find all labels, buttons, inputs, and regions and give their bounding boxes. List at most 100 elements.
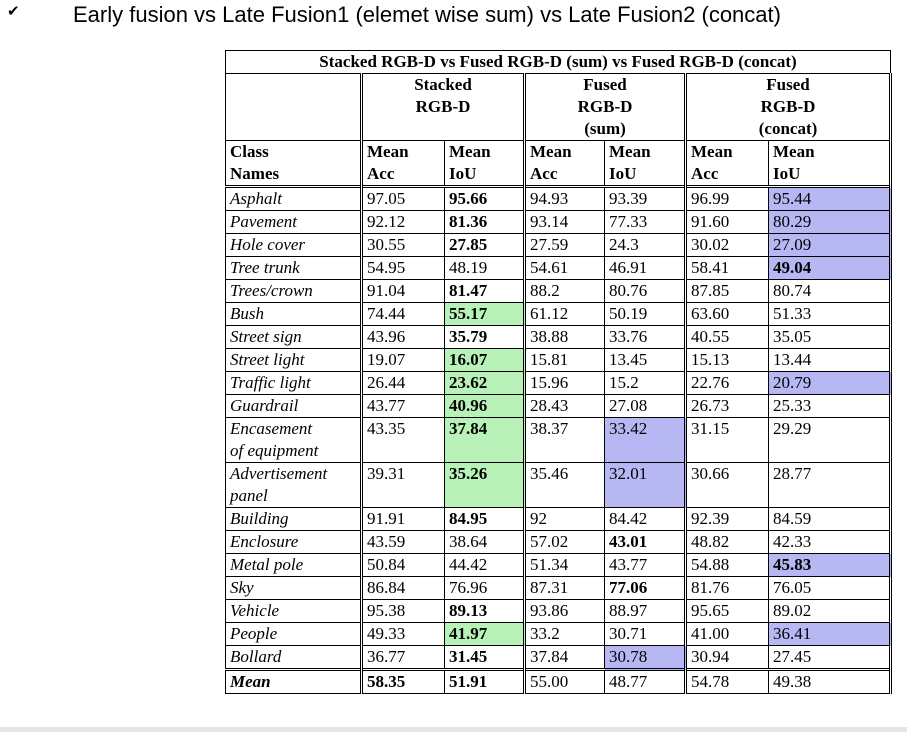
value-cell: 74.44 <box>361 302 445 326</box>
table-row: Advertisement panel 39.31 35.26 35.46 32.01 30… <box>225 462 893 508</box>
value-cell: 48.19 <box>444 256 526 280</box>
value-cell: 95.66 <box>444 185 526 211</box>
metric-header: Mean IoU <box>768 140 893 187</box>
value-cell: 43.35 <box>361 417 445 463</box>
value-cell: 81.47 <box>444 279 526 303</box>
value-cell: 33.2 <box>524 622 605 646</box>
value-cell: 81.36 <box>444 210 526 234</box>
mean-value-cell: 51.91 <box>444 668 526 694</box>
value-cell: 30.71 <box>604 622 687 646</box>
value-cell: 57.02 <box>524 530 605 554</box>
mean-value-cell: 55.00 <box>524 668 605 694</box>
value-cell: 43.77 <box>361 394 445 418</box>
table-caption: Stacked RGB-D vs Fused RGB-D (sum) vs Fu… <box>224 50 892 74</box>
checkmark-icon: ✔ <box>7 2 20 20</box>
value-cell: 84.59 <box>768 507 893 531</box>
value-cell: 16.07 <box>444 348 526 372</box>
class-name-cell: Street light <box>225 348 363 372</box>
value-cell: 49.33 <box>361 622 445 646</box>
value-cell: 54.61 <box>524 256 605 280</box>
table-row: Metal pole 50.84 44.42 51.34 43.77 54.88 45.83 <box>225 553 893 577</box>
value-cell: 15.13 <box>685 348 769 372</box>
value-cell: 92.39 <box>685 507 769 531</box>
value-cell: 80.29 <box>768 210 893 234</box>
value-cell: 38.88 <box>524 325 605 349</box>
value-cell: 26.44 <box>361 371 445 395</box>
value-cell: 95.44 <box>768 185 893 211</box>
metric-header: Mean IoU <box>604 140 687 187</box>
metric-header: Mean IoU <box>444 140 526 187</box>
value-cell: 84.95 <box>444 507 526 531</box>
class-name-cell: Advertisement panel <box>225 462 363 508</box>
value-cell: 86.84 <box>361 576 445 600</box>
value-cell: 63.60 <box>685 302 769 326</box>
value-cell: 89.13 <box>444 599 526 623</box>
value-cell: 44.42 <box>444 553 526 577</box>
value-cell: 38.64 <box>444 530 526 554</box>
group-header-stacked: Stacked RGB-D <box>361 73 526 141</box>
class-name-cell: Trees/crown <box>225 279 363 303</box>
value-cell: 28.43 <box>524 394 605 418</box>
value-cell: 54.95 <box>361 256 445 280</box>
value-cell: 41.00 <box>685 622 769 646</box>
value-cell: 40.96 <box>444 394 526 418</box>
class-name-cell: Traffic light <box>225 371 363 395</box>
value-cell: 13.44 <box>768 348 893 372</box>
value-cell: 91.91 <box>361 507 445 531</box>
metric-header: Mean Acc <box>685 140 769 187</box>
table-row: Traffic light 26.44 23.62 15.96 15.2 22.76 20.… <box>225 371 893 395</box>
table-row: Bollard 36.77 31.45 37.84 30.78 30.94 27.45 <box>225 645 893 670</box>
table-row: Bush 74.44 55.17 61.12 50.19 63.60 51.33 <box>225 302 893 326</box>
value-cell: 93.39 <box>604 185 687 211</box>
value-cell: 93.86 <box>524 599 605 623</box>
value-cell: 36.77 <box>361 645 445 670</box>
table-row: Trees/crown 91.04 81.47 88.2 80.76 87.85 80.74 <box>225 279 893 303</box>
value-cell: 40.55 <box>685 325 769 349</box>
value-cell: 15.96 <box>524 371 605 395</box>
value-cell: 25.33 <box>768 394 893 418</box>
table-row: Enclosure 43.59 38.64 57.02 43.01 48.82 42.33 <box>225 530 893 554</box>
value-cell: 28.77 <box>768 462 893 508</box>
table-row: Encasement of equipment 43.35 37.84 38.37 33.… <box>225 417 893 463</box>
value-cell: 19.07 <box>361 348 445 372</box>
value-cell: 54.88 <box>685 553 769 577</box>
value-cell: 32.01 <box>604 462 687 508</box>
value-cell: 33.42 <box>604 417 687 463</box>
table-row: Street sign 43.96 35.79 38.88 33.76 40.55 35.0… <box>225 325 893 349</box>
value-cell: 77.06 <box>604 576 687 600</box>
value-cell: 58.41 <box>685 256 769 280</box>
value-cell: 30.94 <box>685 645 769 670</box>
mean-value-cell: 48.77 <box>604 668 687 694</box>
value-cell: 81.76 <box>685 576 769 600</box>
class-names-header: Class Names <box>225 140 363 187</box>
value-cell: 87.85 <box>685 279 769 303</box>
value-cell: 91.60 <box>685 210 769 234</box>
value-cell: 48.82 <box>685 530 769 554</box>
value-cell: 92.12 <box>361 210 445 234</box>
value-cell: 94.93 <box>524 185 605 211</box>
value-cell: 35.46 <box>524 462 605 508</box>
value-cell: 29.29 <box>768 417 893 463</box>
value-cell: 27.59 <box>524 233 605 257</box>
value-cell: 84.42 <box>604 507 687 531</box>
table-row: Street light 19.07 16.07 15.81 13.45 15.13 13.… <box>225 348 893 372</box>
value-cell: 39.31 <box>361 462 445 508</box>
value-cell: 95.38 <box>361 599 445 623</box>
value-cell: 35.05 <box>768 325 893 349</box>
class-name-cell: Bollard <box>225 645 363 670</box>
value-cell: 42.33 <box>768 530 893 554</box>
class-name-cell: Tree trunk <box>225 256 363 280</box>
value-cell: 55.17 <box>444 302 526 326</box>
value-cell: 80.76 <box>604 279 687 303</box>
value-cell: 30.02 <box>685 233 769 257</box>
value-cell: 88.2 <box>524 279 605 303</box>
class-name-cell: Pavement <box>225 210 363 234</box>
metric-header: Mean Acc <box>361 140 445 187</box>
value-cell: 31.15 <box>685 417 769 463</box>
table-row: Building 91.91 84.95 92 84.42 92.39 84.59 <box>225 507 893 531</box>
value-cell: 89.02 <box>768 599 893 623</box>
results-table: Stacked RGB-D vs Fused RGB-D (sum) vs Fu… <box>224 50 893 694</box>
class-name-cell: Metal pole <box>225 553 363 577</box>
value-cell: 13.45 <box>604 348 687 372</box>
value-cell: 15.81 <box>524 348 605 372</box>
